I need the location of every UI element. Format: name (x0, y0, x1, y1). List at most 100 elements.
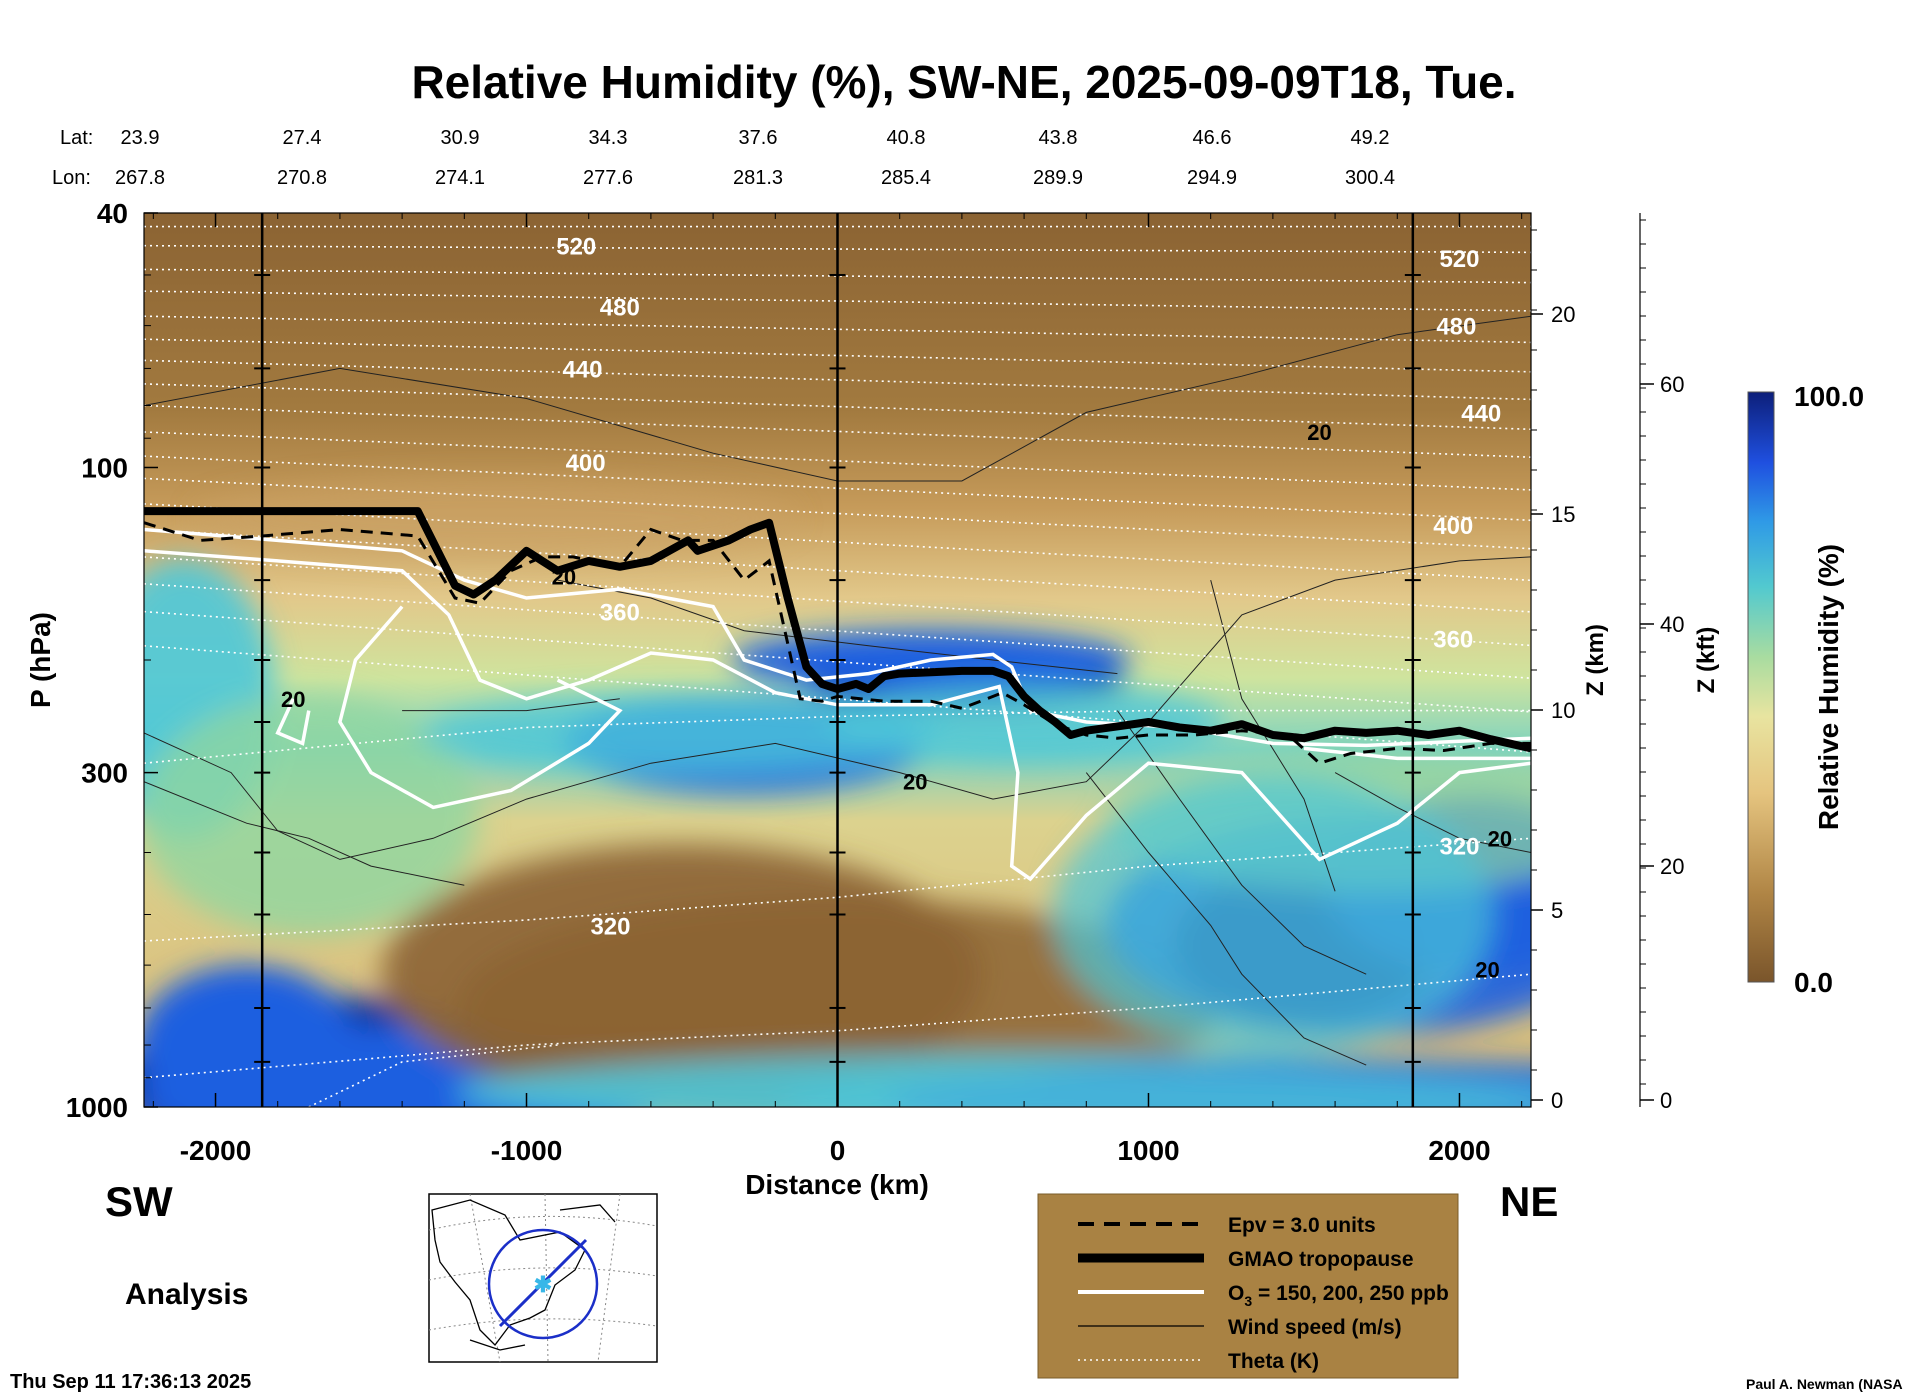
legend-label: Theta (K) (1228, 1350, 1319, 1373)
theta-label: 480 (1436, 314, 1476, 341)
p-tick-label: 1000 (66, 1092, 128, 1123)
inset-map: ✱ (428, 1193, 658, 1363)
x-tick-label: 0 (830, 1135, 846, 1166)
theta-label: 360 (600, 600, 640, 627)
lon-value: 285.4 (881, 167, 931, 189)
chart-title: Relative Humidity (%), SW-NE, 2025-09-09… (411, 56, 1516, 108)
wind-speed-contour (557, 579, 1118, 675)
x-tick-label: 2000 (1428, 1135, 1490, 1166)
lon-value: 267.8 (115, 167, 165, 189)
wind-speed-contour (1334, 772, 1531, 853)
z-km-label: Z (km) (1582, 624, 1609, 696)
lat-value: 23.9 (121, 127, 160, 149)
theta-contour (144, 583, 1531, 679)
lat-value: 37.6 (739, 127, 778, 149)
wind-label: 20 (1307, 420, 1331, 445)
lat-value: 40.8 (887, 127, 926, 149)
vertical-markers (254, 213, 1421, 1107)
colorbar-min-label: 0.0 (1794, 967, 1833, 998)
legend-label: Epv = 3.0 units (1228, 1214, 1376, 1237)
x-tick-label: 1000 (1117, 1135, 1179, 1166)
wind-label: 20 (1488, 826, 1512, 851)
lon-value: 277.6 (583, 167, 633, 189)
lon-value: 270.8 (277, 167, 327, 189)
colorbar-max-label: 100.0 (1794, 381, 1864, 412)
z-km-tick-label: 10 (1551, 698, 1575, 723)
theta-contour (308, 1044, 558, 1107)
wind-label: 20 (281, 687, 305, 712)
p-tick-label: 300 (81, 758, 128, 789)
y-axis-label: P (hPa) (25, 612, 56, 708)
ozone-contour (144, 527, 1531, 748)
legend-label: O3 = 150, 200, 250 ppb (1228, 1282, 1449, 1309)
lat-value: 43.8 (1039, 127, 1078, 149)
z-kft-tick-label: 60 (1660, 372, 1684, 397)
direction-sw: SW (105, 1178, 173, 1225)
legend-label: GMAO tropopause (1228, 1248, 1414, 1271)
lat-value: 27.4 (283, 127, 322, 149)
p-tick-label: 40 (97, 198, 128, 229)
lat-value: 34.3 (589, 127, 628, 149)
theta-label: 400 (566, 450, 606, 477)
ozone-contour (275, 698, 311, 746)
z-kft-tick-label: 0 (1660, 1088, 1672, 1113)
theta-label: 520 (1439, 246, 1479, 273)
theta-contour (144, 837, 1531, 942)
wind-speed-contour (144, 315, 1531, 482)
pressure-axis: 40 100 300 1000 (66, 198, 158, 1123)
theta-contour (144, 556, 1531, 647)
timestamp: Thu Sep 11 17:36:13 2025 (10, 1371, 251, 1393)
wind-label: 20 (1475, 958, 1499, 983)
z-km-tick-label: 20 (1551, 302, 1575, 327)
x-tick-label: -2000 (180, 1135, 252, 1166)
x-tick-label: -1000 (491, 1135, 563, 1166)
x-axis-label: Distance (km) (745, 1169, 929, 1200)
z-kft-axis: 0 20 40 60 (1639, 213, 1684, 1113)
wind-speed-contour (1116, 710, 1367, 975)
wind-speed-contour (1085, 772, 1367, 1066)
p-tick-label: 100 (81, 452, 128, 483)
colorbar-title: Relative Humidity (%) (1813, 544, 1844, 830)
tropopause-line (144, 507, 1531, 753)
wind-speed-contour (1210, 579, 1336, 892)
z-kft-label: Z (kft) (1693, 627, 1720, 694)
direction-ne: NE (1500, 1178, 1558, 1225)
theta-label: 440 (562, 356, 602, 383)
plot-area (144, 213, 1531, 1107)
x-axis: -2000 -1000 0 1000 2000 (152, 213, 1523, 1166)
contour-labels: 520 480 440 400 360 320 520 480 440 400 360 320 20 20… (281, 234, 1512, 983)
lat-label: Lat: (60, 127, 93, 149)
analysis-label: Analysis (125, 1278, 248, 1311)
z-kft-tick-label: 40 (1660, 612, 1684, 637)
theta-label: 480 (600, 294, 640, 321)
lat-value: 46.6 (1193, 127, 1232, 149)
colorbar (1747, 391, 1775, 983)
lon-value: 289.9 (1033, 167, 1083, 189)
lon-value: 294.9 (1187, 167, 1237, 189)
ozone-contour (338, 605, 623, 810)
z-km-tick-label: 5 (1551, 898, 1563, 923)
theta-contour (144, 610, 1531, 713)
theta-label: 360 (1433, 626, 1473, 653)
lat-value: 49.2 (1351, 127, 1390, 149)
z-km-tick-label: 0 (1551, 1088, 1563, 1113)
credit: Paul A. Newman (NASA (1746, 1376, 1903, 1392)
ozone-contour (144, 549, 1531, 882)
theta-label: 400 (1433, 513, 1473, 540)
z-km-axis: 0 5 10 15 20 (1531, 229, 1575, 1113)
lon-value: 281.3 (733, 167, 783, 189)
wind-speed-contour (402, 698, 620, 712)
lat-value: 30.9 (441, 127, 480, 149)
z-km-tick-label: 15 (1551, 502, 1575, 527)
lon-value: 300.4 (1345, 167, 1395, 189)
legend-label: Wind speed (m/s) (1228, 1316, 1402, 1339)
theta-label: 520 (556, 234, 596, 261)
theta-label: 320 (1439, 833, 1479, 860)
z-kft-tick-label: 20 (1660, 854, 1684, 879)
wind-speed-contour (144, 781, 465, 886)
lat-lon-header: 23.9 27.4 30.9 34.3 37.6 40.8 43.8 46.6 49.2 267.… (115, 127, 1395, 189)
wind-label: 20 (903, 770, 927, 795)
legend: Epv = 3.0 units GMAO tropopause O3 = 150, … (1037, 1193, 1459, 1379)
wind-label: 20 (552, 564, 576, 589)
